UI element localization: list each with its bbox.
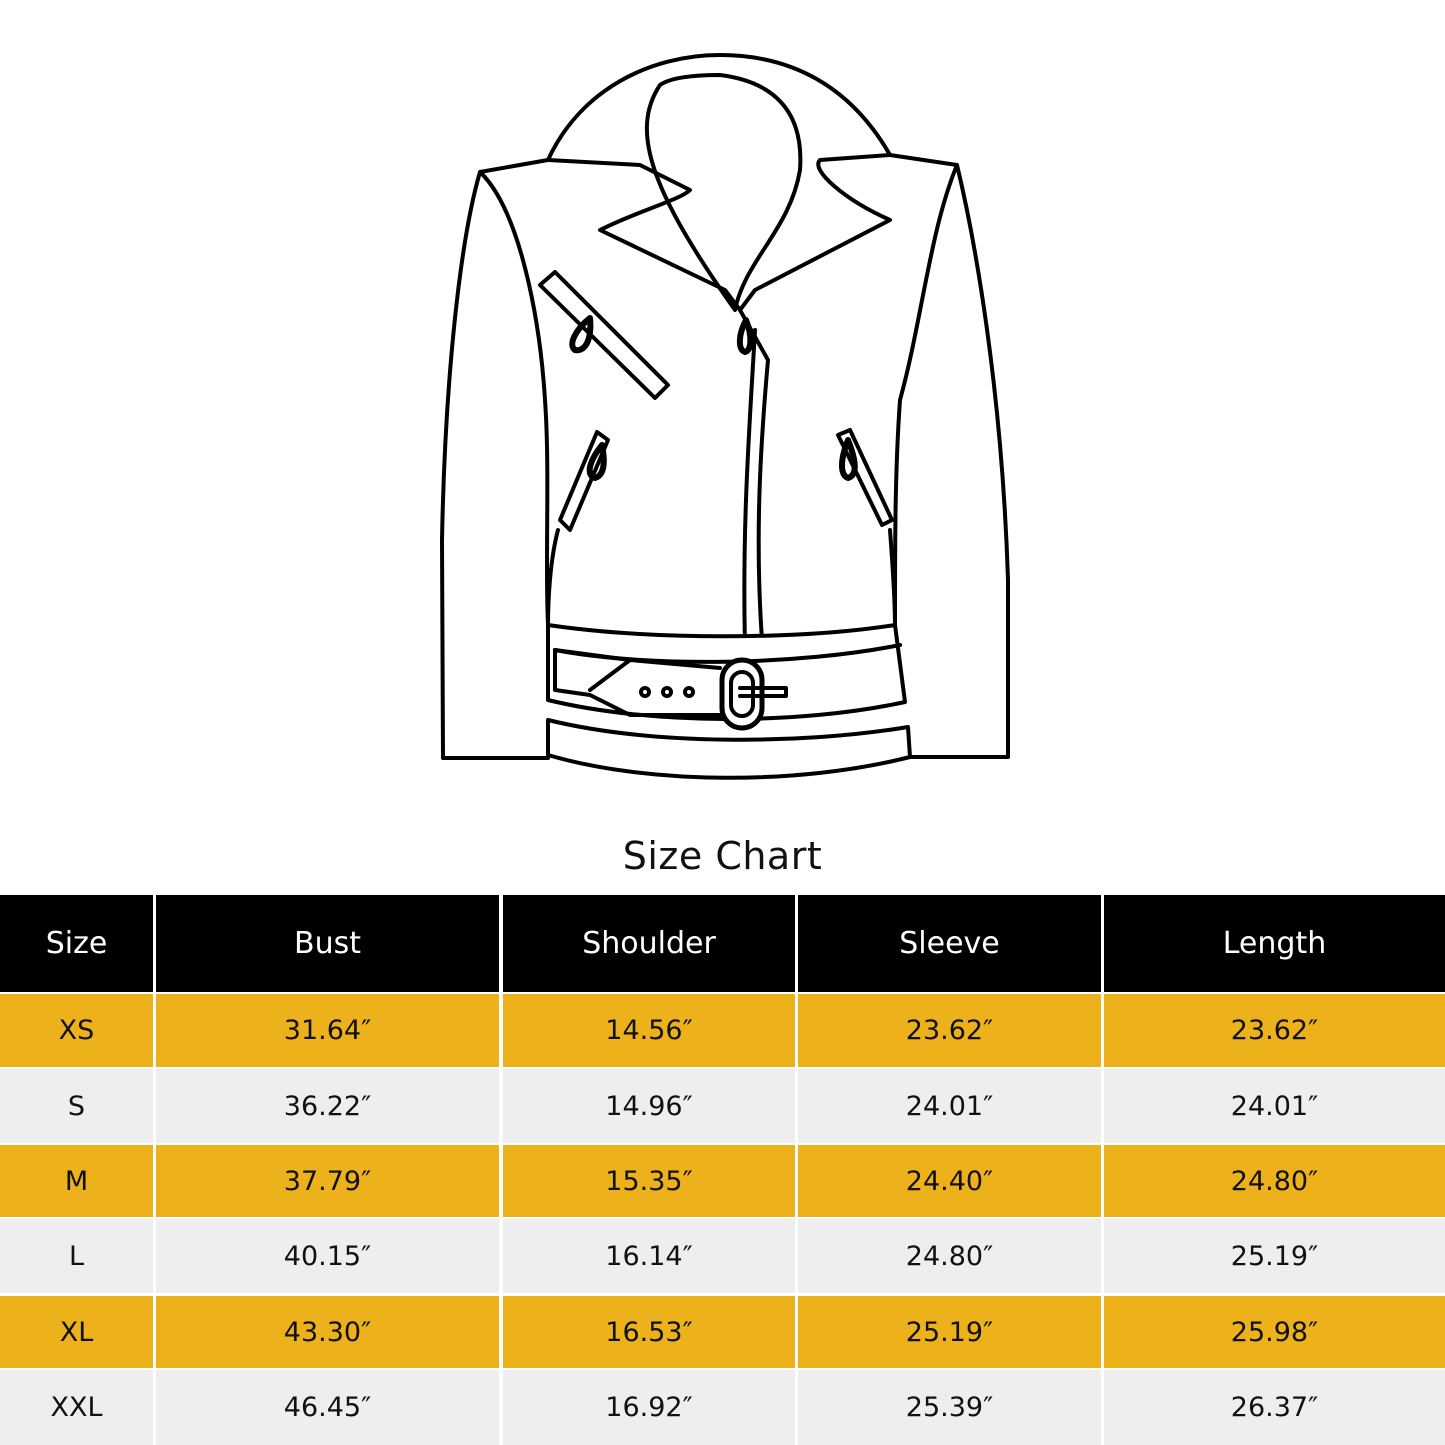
cell-shoulder: 14.56″: [503, 994, 795, 1067]
header-bust: Bust: [156, 895, 499, 992]
cell-bust: 37.79″: [156, 1145, 499, 1217]
size-chart-title: Size Chart: [622, 834, 823, 878]
header-sleeve: Sleeve: [798, 895, 1101, 992]
header-shoulder: Shoulder: [503, 895, 795, 992]
cell-bust: 46.45″: [156, 1370, 499, 1445]
cell-size: S: [0, 1069, 153, 1143]
cell-shoulder: 16.92″: [503, 1370, 795, 1445]
cell-shoulder: 16.14″: [503, 1219, 795, 1293]
cell-length: 23.62″: [1104, 994, 1445, 1067]
cell-sleeve: 24.01″: [798, 1069, 1101, 1143]
cell-bust: 36.22″: [156, 1069, 499, 1143]
header-size: Size: [0, 895, 153, 992]
cell-shoulder: 16.53″: [503, 1296, 795, 1368]
header-length: Length: [1104, 895, 1445, 992]
cell-sleeve: 25.19″: [798, 1296, 1101, 1368]
cell-size: XS: [0, 994, 153, 1067]
cell-sleeve: 24.40″: [798, 1145, 1101, 1217]
cell-length: 26.37″: [1104, 1370, 1445, 1445]
cell-length: 25.98″: [1104, 1296, 1445, 1368]
cell-length: 24.01″: [1104, 1069, 1445, 1143]
cell-size: XL: [0, 1296, 153, 1368]
cell-size: XXL: [0, 1370, 153, 1445]
cell-bust: 31.64″: [156, 994, 499, 1067]
cell-shoulder: 15.35″: [503, 1145, 795, 1217]
cell-sleeve: 25.39″: [798, 1370, 1101, 1445]
cell-bust: 43.30″: [156, 1296, 499, 1368]
leather-jacket-outline-icon: [440, 53, 1010, 780]
cell-bust: 40.15″: [156, 1219, 499, 1293]
cell-size: L: [0, 1219, 153, 1293]
cell-shoulder: 14.96″: [503, 1069, 795, 1143]
cell-size: M: [0, 1145, 153, 1217]
cell-length: 25.19″: [1104, 1219, 1445, 1293]
cell-sleeve: 23.62″: [798, 994, 1101, 1067]
cell-sleeve: 24.80″: [798, 1219, 1101, 1293]
cell-length: 24.80″: [1104, 1145, 1445, 1217]
